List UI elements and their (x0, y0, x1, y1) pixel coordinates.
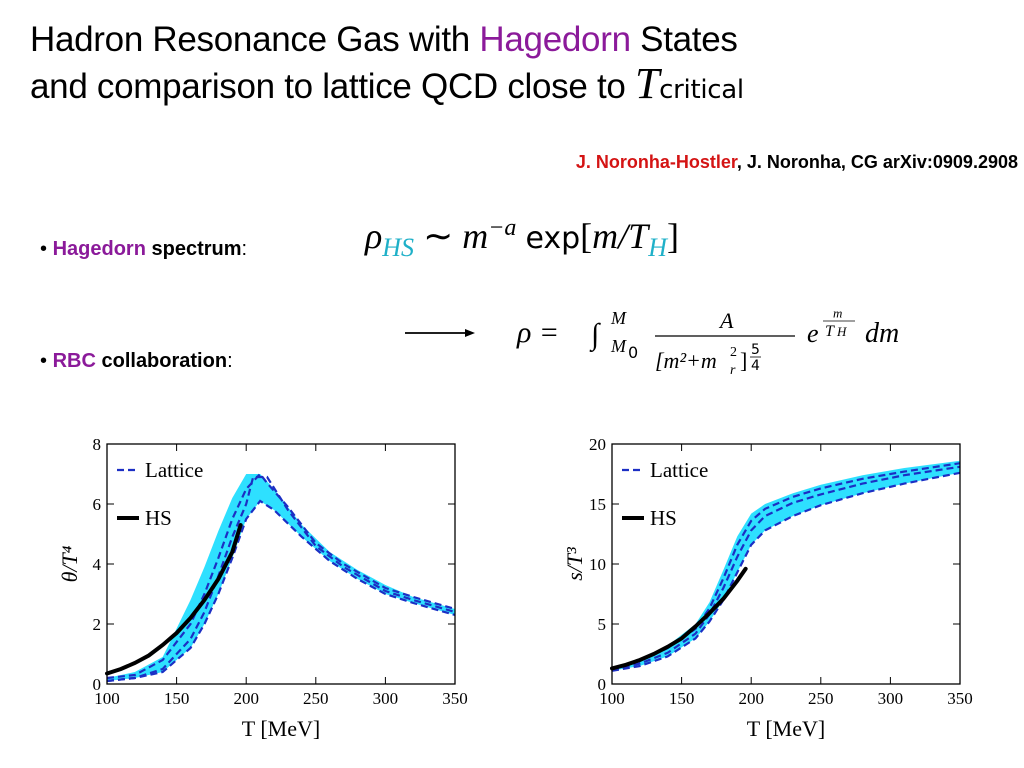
eq2-upper: M (610, 308, 627, 328)
y-tick-label: 5 (598, 615, 607, 634)
title-line-2: and comparison to lattice QCD close to T… (30, 62, 744, 112)
y-tick-label: 2 (93, 615, 102, 634)
title-text-line2: and comparison to lattice QCD close to (30, 67, 626, 106)
eq1-bracket-open: [ (580, 216, 593, 256)
entropy-density-chart: 100 150 200 250 300 350 0 5 10 15 20 T [MeV] s/T³ Lat… (562, 435, 973, 741)
eq2-e-exp-num: m (833, 306, 842, 321)
eq2-den-exp-den: 4 (751, 358, 760, 374)
series-hs-line (610, 566, 748, 671)
eq2-numerator: A (718, 308, 734, 333)
x-axis-label: T [MeV] (242, 716, 320, 741)
series-lattice-line-0 (106, 475, 456, 683)
author-first: J. Noronha-Hostler (575, 152, 737, 172)
x-tick-label: 300 (373, 689, 399, 708)
bullet-bold: collaboration (101, 350, 228, 372)
eq2-den-sub: r (730, 363, 736, 378)
bullet-hagedorn-spectrum: • Hagedorn spectrum: (40, 238, 247, 261)
eq2-dm: dm (865, 318, 899, 349)
legend-label: Lattice (145, 458, 203, 482)
eq1-exp: exp (525, 221, 581, 256)
y-tick-label: 15 (589, 495, 606, 514)
x-tick-label: 100 (599, 689, 625, 708)
series-lattice-line-0 (611, 462, 961, 670)
x-tick-label: 250 (808, 689, 834, 708)
y-tick-label: 6 (93, 495, 102, 514)
eq1-m-over-t: m/T (592, 216, 649, 256)
y-axis-label: s/T³ (562, 547, 587, 581)
title-text: Hadron Resonance Gas with (30, 20, 470, 59)
series-hs-line (105, 523, 243, 676)
y-tick-label: 20 (589, 435, 606, 454)
x-tick-label: 200 (738, 689, 764, 708)
bullet-highlight: Hagedorn (52, 238, 146, 260)
bullet-suffix: : (241, 238, 248, 260)
title-math-t: T (634, 59, 660, 108)
slide-title: Hadron Resonance Gas with Hagedorn State… (30, 18, 744, 112)
bullet-highlight: RBC (52, 350, 96, 372)
author-rest: , J. Noronha, CG arXiv:0909.2908 (736, 152, 1018, 172)
lattice-error-band (612, 460, 960, 671)
title-text-states: States (640, 20, 738, 59)
legend-label: HS (650, 506, 677, 530)
y-tick-label: 10 (589, 555, 606, 574)
eq2-integral: ∫ (589, 318, 601, 353)
bullet-rbc-collaboration: • RBC collaboration: (40, 350, 233, 373)
x-tick-label: 300 (878, 689, 904, 708)
eq2-e-exp-den: T (825, 323, 835, 340)
title-line-1: Hadron Resonance Gas with Hagedorn State… (30, 18, 744, 62)
eq2-lhs: ρ = (516, 316, 559, 349)
eq1-rho-sub: HS (382, 233, 415, 263)
eq2-den-close: ] (740, 348, 747, 373)
bullet-marker: • (40, 238, 48, 260)
x-tick-label: 350 (442, 689, 468, 708)
x-axis-label: T [MeV] (747, 716, 825, 741)
bullet-suffix: : (227, 350, 233, 372)
x-tick-label: 250 (303, 689, 329, 708)
eq2-lower: M (610, 336, 627, 356)
eq1-bracket-close: ] (666, 216, 679, 256)
eq1-t-sub: H (648, 233, 667, 263)
x-tick-label: 200 (233, 689, 259, 708)
bullet-marker: • (40, 350, 48, 372)
legend-label: Lattice (650, 458, 708, 482)
x-tick-label: 350 (947, 689, 973, 708)
y-tick-label: 8 (93, 435, 102, 454)
title-math-sub: critical (659, 75, 744, 105)
title-highlight-hagedorn: Hagedorn (479, 20, 631, 59)
y-axis-label: θ/T⁴ (57, 545, 82, 582)
eq2-lower-sub: 0 (628, 343, 638, 362)
legend-label: HS (145, 506, 172, 530)
eq1-rho: ρ (365, 216, 383, 256)
eq2-e-exp-den-sub: H (836, 324, 847, 339)
bullet-bold: spectrum (151, 238, 242, 260)
x-tick-label: 150 (164, 689, 190, 708)
series-lattice-line-1 (106, 472, 456, 680)
hagedorn-spectrum-equation: ρHS ∼ m−a exp[m/TH] (365, 215, 679, 263)
series-lattice-line-1 (611, 465, 961, 671)
author-line: J. Noronha-Hostler, J. Noronha, CG arXiv… (576, 152, 1018, 173)
x-tick-label: 150 (669, 689, 695, 708)
lattice-error-band (107, 474, 455, 681)
eq2-den-sup: 2 (730, 345, 737, 360)
x-tick-label: 100 (94, 689, 120, 708)
right-arrow-icon (405, 329, 475, 337)
y-tick-label: 4 (93, 555, 102, 574)
eq1-m: m (462, 216, 489, 256)
y-tick-label: 0 (93, 675, 102, 694)
series-lattice-line-2 (106, 499, 456, 683)
y-tick-label: 0 (598, 675, 607, 694)
trace-anomaly-chart: 100 150 200 250 300 350 0 2 4 6 8 T [MeV] θ/T⁴ Lattic… (57, 435, 468, 741)
eq1-sim: ∼ (423, 216, 454, 256)
eq2-den-exp-num: 5 (751, 342, 760, 358)
eq2-e: e (807, 319, 819, 348)
eq1-exponent: −a (488, 215, 517, 241)
eq2-denominator: [m²+m (655, 348, 717, 373)
integral-equation: ρ = ∫ M M 0 A [m²+m r 2 ] 5 4 e m T H dm (516, 306, 899, 378)
